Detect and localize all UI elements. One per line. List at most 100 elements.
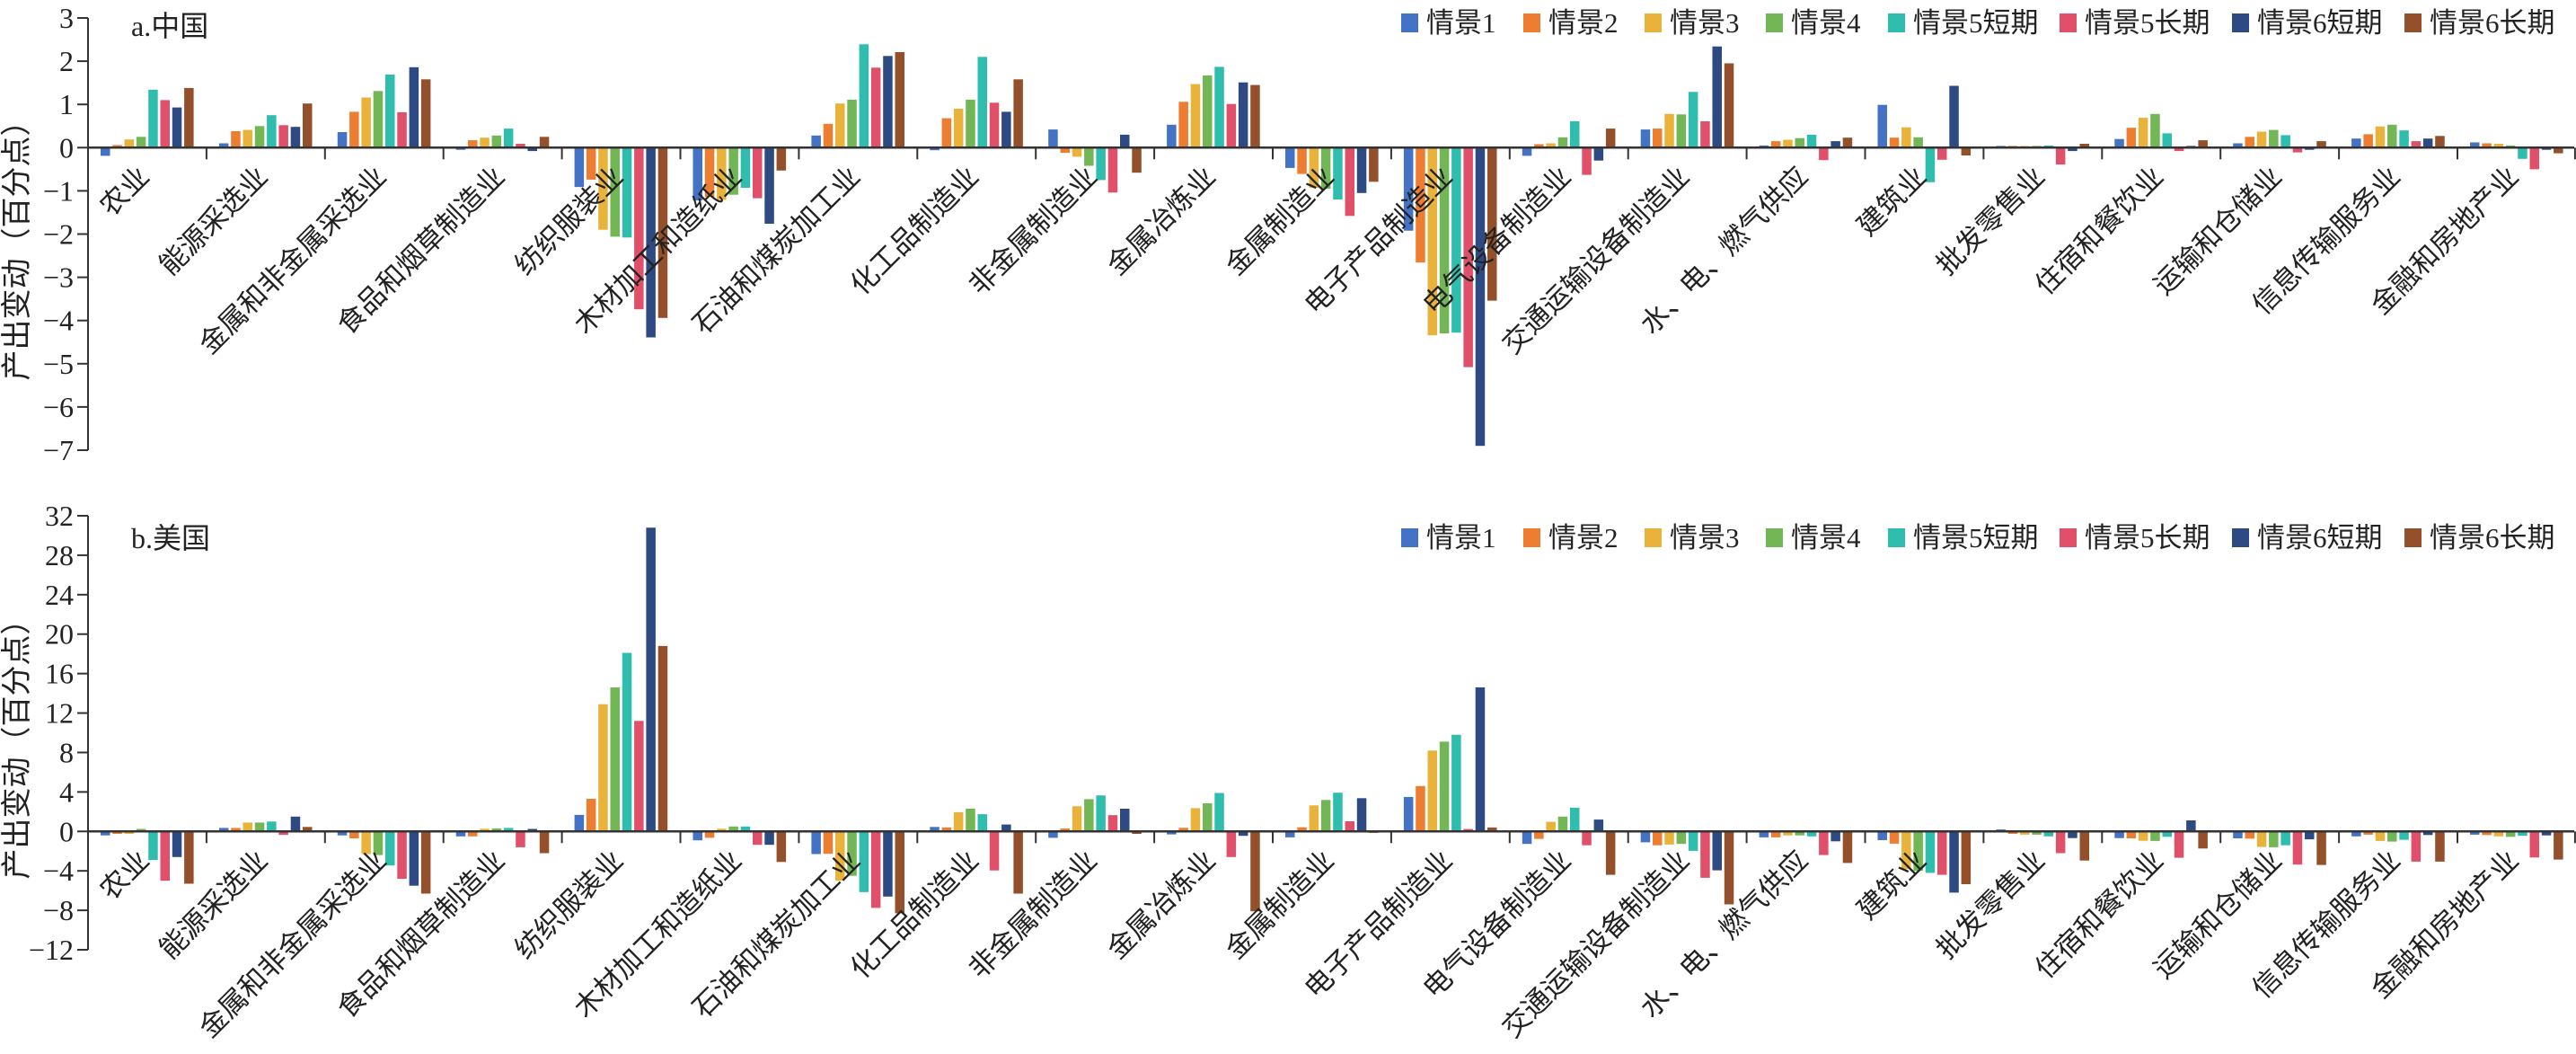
bar: [930, 147, 940, 151]
panel-china: 3210−1−2−3−4−5−6−7农业能源采选业金属和非金属采选业食品和烟草制…: [0, 2, 2576, 466]
bar: [1203, 75, 1213, 148]
bar: [847, 99, 857, 148]
bar: [160, 100, 170, 148]
bar: [953, 109, 964, 148]
bar: [290, 816, 301, 832]
y-tick-label: −4: [43, 305, 74, 337]
bar: [1001, 111, 1011, 148]
bar: [776, 147, 787, 171]
y-tick-label: −4: [43, 855, 74, 887]
bar: [1712, 831, 1722, 871]
bar: [1096, 147, 1106, 181]
bar: [1060, 828, 1070, 832]
bar: [2233, 143, 2243, 148]
bar: [1783, 831, 1793, 836]
legend-label: 情景4: [1791, 522, 1861, 554]
bar: [218, 143, 229, 148]
legend-label: 情景3: [1670, 522, 1740, 554]
bar: [2422, 138, 2433, 148]
bar: [491, 135, 502, 148]
bar: [1819, 831, 1829, 855]
panel-title: a.中国: [131, 10, 208, 42]
bar: [2435, 831, 2445, 862]
y-tick-label: 1: [59, 88, 74, 120]
bar: [254, 822, 265, 832]
y-tick-label: 8: [59, 736, 74, 768]
bar: [397, 831, 407, 879]
bar: [1949, 831, 1959, 893]
bar: [1842, 831, 1853, 864]
bar: [1309, 147, 1319, 188]
bar: [1557, 816, 1568, 832]
bar: [539, 137, 550, 148]
bar: [2399, 831, 2409, 840]
y-axis-title: 产出变动（百分点）: [0, 106, 34, 381]
bar: [1831, 141, 1840, 148]
bar: [1557, 137, 1568, 148]
bar: [776, 831, 787, 863]
bar: [491, 828, 502, 832]
bar: [243, 129, 252, 148]
legend-label: 情景2: [1548, 522, 1619, 554]
bar: [953, 811, 964, 832]
bar: [870, 831, 881, 908]
bar: [278, 125, 288, 148]
bar: [2256, 831, 2267, 847]
bar: [966, 99, 975, 148]
bar: [361, 97, 371, 148]
bar: [989, 102, 1000, 148]
bar: [883, 56, 893, 148]
bar: [977, 814, 987, 832]
bar: [1072, 806, 1082, 832]
bar: [1593, 147, 1604, 161]
legend-swatch: [1523, 528, 1540, 547]
bar: [1048, 831, 1058, 838]
y-tick-label: −6: [43, 391, 74, 423]
bar: [2554, 831, 2563, 860]
bar: [1451, 147, 1461, 333]
bar: [1238, 831, 1248, 837]
bar: [2280, 831, 2290, 846]
bar: [516, 831, 525, 847]
bar: [1688, 831, 1698, 851]
bar: [930, 827, 940, 832]
bar: [337, 132, 348, 148]
bar: [1167, 831, 1177, 835]
bar: [2435, 136, 2445, 148]
y-tick-label: 2: [59, 45, 74, 77]
bar: [385, 831, 395, 866]
bar: [895, 52, 904, 148]
bar: [1060, 147, 1070, 154]
bar: [480, 137, 490, 148]
bar: [2411, 141, 2422, 148]
bar: [1084, 799, 1094, 832]
bar: [2541, 831, 2552, 836]
bar: [1925, 831, 1936, 873]
category-label: 农业: [93, 161, 155, 223]
bar: [883, 831, 893, 897]
bar: [1013, 79, 1023, 148]
bar: [1640, 129, 1651, 148]
bar: [112, 145, 122, 148]
bar: [101, 831, 110, 836]
bar: [966, 809, 975, 832]
bar: [2387, 124, 2397, 148]
bar: [740, 826, 751, 832]
bar: [646, 147, 656, 338]
bar: [2114, 138, 2124, 148]
bar: [1605, 128, 1616, 148]
bar: [740, 147, 751, 188]
bar: [1416, 147, 1425, 263]
bar: [859, 831, 869, 892]
bar: [728, 147, 738, 195]
bar: [717, 147, 727, 200]
y-tick-label: 3: [59, 2, 74, 34]
bar: [2363, 134, 2373, 148]
bar: [1345, 821, 1354, 832]
bar: [622, 652, 632, 832]
bar: [1048, 129, 1058, 148]
bar: [1925, 147, 1936, 182]
category-label: 纺织服装业: [508, 844, 629, 964]
bar: [1582, 831, 1592, 846]
y-tick-label: −1: [43, 174, 74, 207]
